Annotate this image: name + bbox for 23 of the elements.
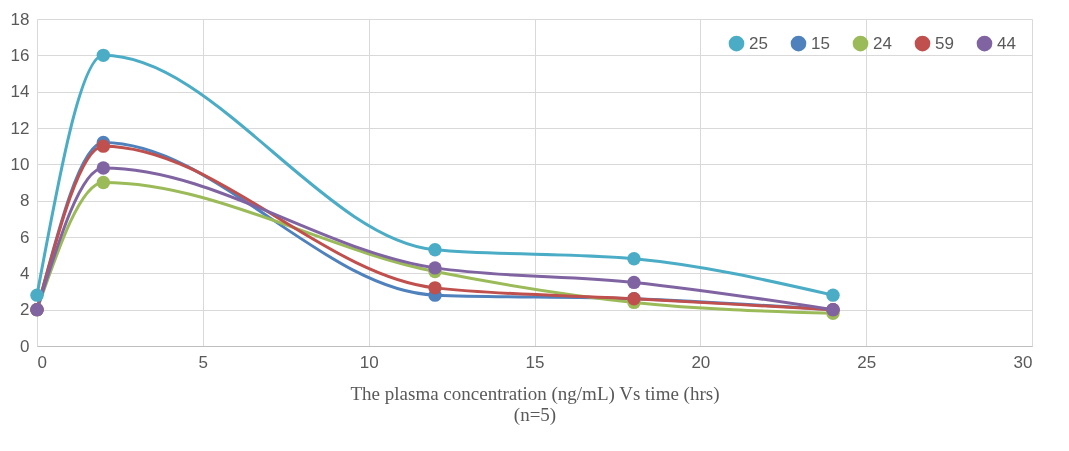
y-tick-label: 16	[10, 45, 30, 65]
y-tick-label: 8	[20, 191, 30, 211]
legend-label: 24	[873, 33, 892, 53]
y-tick-label: 0	[20, 336, 30, 356]
x-tick-label: 10	[359, 352, 379, 372]
y-tick-label: 4	[20, 263, 30, 283]
y-tick-label: 2	[20, 300, 30, 320]
x-tick-label: 5	[198, 352, 209, 372]
x-axis-title: The plasma concentration (ng/mL) Vs time (hrs) (n=5)	[350, 382, 720, 426]
legend-label: 15	[811, 33, 830, 53]
x-tick-label: 25	[857, 352, 877, 372]
y-tick-label: 18	[10, 9, 30, 29]
legend-label: 25	[749, 33, 768, 53]
x-tick-label: 30	[1013, 352, 1033, 372]
y-tick-label: 6	[20, 227, 30, 247]
legend-label: 59	[935, 33, 954, 53]
legend-label: 44	[997, 33, 1016, 53]
x-tick-label: 15	[525, 352, 545, 372]
y-tick-label: 14	[10, 82, 30, 102]
y-tick-label: 12	[10, 118, 30, 138]
y-tick-label: 10	[10, 154, 30, 174]
x-tick-label: 0	[37, 352, 47, 372]
x-tick-label: 20	[691, 352, 711, 372]
